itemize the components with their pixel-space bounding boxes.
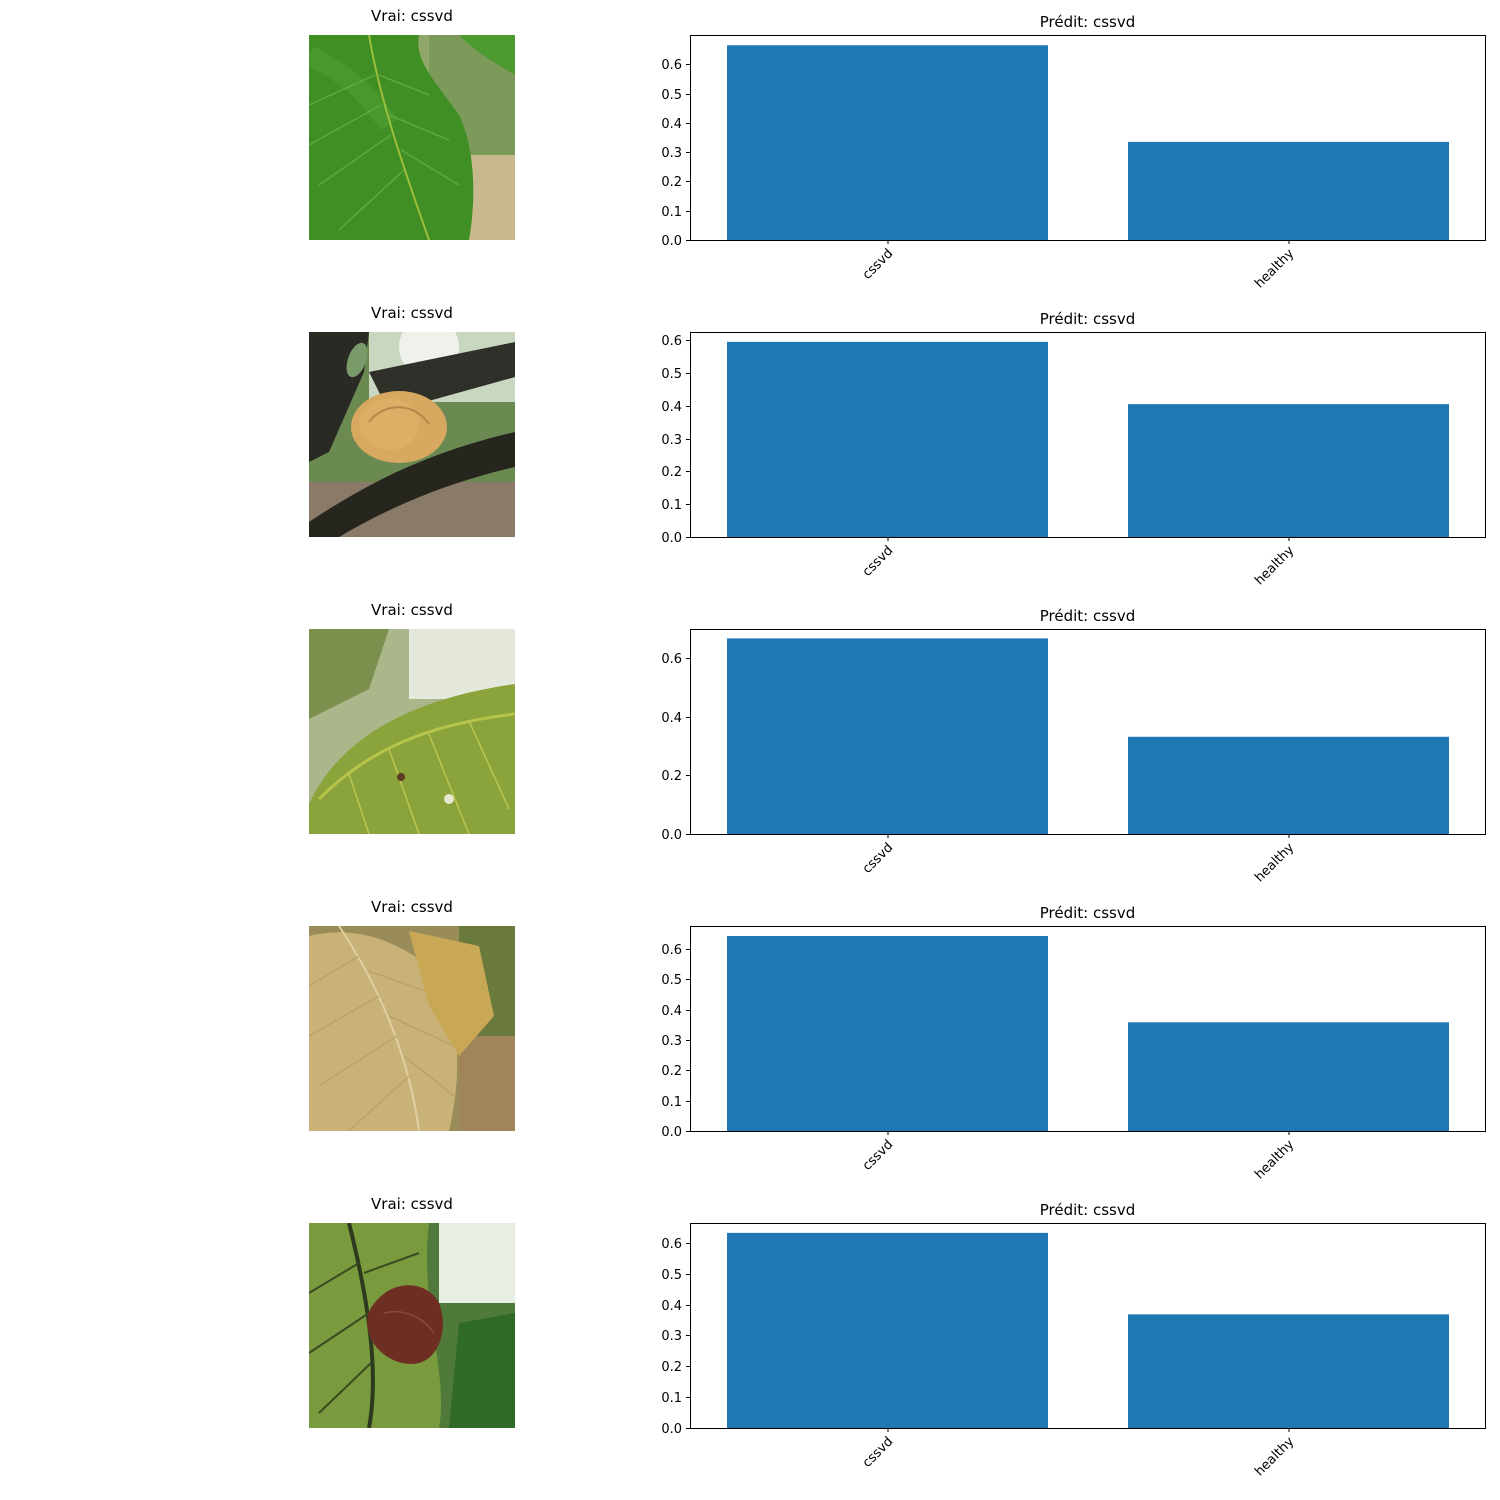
y-tick-label: 0.6 xyxy=(661,1237,682,1252)
sample-photo xyxy=(309,35,515,240)
image-title: Vrai: cssvd xyxy=(371,1195,453,1213)
image-title: Vrai: cssvd xyxy=(371,601,453,619)
subplot-row: Vrai: cssvd Prédit: cssvd 0.0 0.1 0.2 0.3 0.4… xyxy=(0,891,1500,1188)
sample-photo xyxy=(309,1223,515,1428)
bar-healthy xyxy=(1128,1022,1449,1131)
bar-healthy xyxy=(1128,141,1449,240)
y-tick-label: 0.3 xyxy=(661,1329,682,1344)
image-title: Vrai: cssvd xyxy=(371,304,453,322)
y-tick-label: 0.1 xyxy=(661,498,682,513)
x-tick-label: healthy xyxy=(1252,1137,1297,1182)
y-tick-label: 0.4 xyxy=(661,400,682,415)
y-tick-label: 0.0 xyxy=(661,1125,682,1140)
subplot-row: Vrai: cssvd Prédit: cssvd 0.0 0.1 0.2 0.3 0.4… xyxy=(0,297,1500,594)
y-tick-label: 0.0 xyxy=(661,1422,682,1437)
bar-healthy xyxy=(1128,1314,1449,1428)
sample-photo xyxy=(309,332,515,537)
y-tick-label: 0.5 xyxy=(661,88,682,103)
subplot-row: Vrai: cssvd Prédit: cssvd 0.0 0.1 0.2 0.3 0.4… xyxy=(0,0,1500,297)
chart-title: Prédit: cssvd xyxy=(1040,904,1136,922)
y-tick-label: 0.1 xyxy=(661,1095,682,1110)
y-tick-label: 0.1 xyxy=(661,205,682,220)
x-tick-label: healthy xyxy=(1252,246,1297,291)
image-title: Vrai: cssvd xyxy=(371,7,453,25)
y-tick-label: 0.4 xyxy=(661,711,682,726)
y-tick-label: 0.5 xyxy=(661,973,682,988)
x-tick-label: cssvd xyxy=(860,1434,897,1471)
sample-photo xyxy=(309,926,515,1131)
y-tick-label: 0.0 xyxy=(661,828,682,843)
x-tick-label: cssvd xyxy=(860,1137,897,1174)
y-tick-label: 0.4 xyxy=(661,1004,682,1019)
bar-cssvd xyxy=(727,936,1048,1131)
bar-chart: Prédit: cssvd 0.0 0.1 0.2 0.3 0.4 0.5 0.6 cssvd h… xyxy=(661,310,1486,588)
axes-frame xyxy=(690,629,1486,835)
y-tick-label: 0.3 xyxy=(661,433,682,448)
y-tick-label: 0.6 xyxy=(661,943,682,958)
subplot-row: Vrai: cssvd Prédit: cssvd 0.0 0.2 0.4 0.6 css… xyxy=(0,594,1500,891)
bar-healthy xyxy=(1128,404,1449,537)
y-tick-label: 0.6 xyxy=(661,334,682,349)
y-tick-label: 0.1 xyxy=(661,1391,682,1406)
image-title: Vrai: cssvd xyxy=(371,898,453,916)
chart-title: Prédit: cssvd xyxy=(1040,1201,1136,1219)
x-tick-label: cssvd xyxy=(860,246,897,283)
y-tick-label: 0.5 xyxy=(661,367,682,382)
x-tick-label: cssvd xyxy=(860,543,897,580)
y-tick-label: 0.0 xyxy=(661,531,682,546)
bar-chart: Prédit: cssvd 0.0 0.1 0.2 0.3 0.4 0.5 0.6 cssvd h… xyxy=(661,904,1486,1182)
y-tick-label: 0.6 xyxy=(661,652,682,667)
y-tick-label: 0.2 xyxy=(661,1360,682,1375)
axes-frame xyxy=(690,332,1486,538)
y-tick-label: 0.2 xyxy=(661,1064,682,1079)
y-tick-label: 0.2 xyxy=(661,175,682,190)
bar-chart: Prédit: cssvd 0.0 0.2 0.4 0.6 cssvd healthy xyxy=(661,607,1486,885)
bar-cssvd xyxy=(727,45,1048,240)
x-tick-label: healthy xyxy=(1252,1434,1297,1479)
axes-frame xyxy=(690,35,1486,241)
subplot-row: Vrai: cssvd Prédit: cssvd 0.0 0.1 0.2 0.3 0.4… xyxy=(0,1188,1500,1485)
y-tick-label: 0.0 xyxy=(661,234,682,249)
bar-chart: Prédit: cssvd 0.0 0.1 0.2 0.3 0.4 0.5 0.6 cssvd h… xyxy=(661,13,1486,291)
chart-title: Prédit: cssvd xyxy=(1040,13,1136,31)
y-tick-label: 0.4 xyxy=(661,1299,682,1314)
y-tick-label: 0.3 xyxy=(661,1034,682,1049)
bar-healthy xyxy=(1128,736,1449,834)
y-tick-label: 0.4 xyxy=(661,117,682,132)
axes-frame xyxy=(690,926,1486,1132)
bar-cssvd xyxy=(727,638,1048,834)
y-tick-label: 0.5 xyxy=(661,1268,682,1283)
y-tick-label: 0.2 xyxy=(661,769,682,784)
bar-chart: Prédit: cssvd 0.0 0.1 0.2 0.3 0.4 0.5 0.6 cssvd h… xyxy=(661,1201,1486,1479)
y-tick-label: 0.3 xyxy=(661,146,682,161)
x-tick-label: healthy xyxy=(1252,840,1297,885)
y-tick-label: 0.6 xyxy=(661,58,682,73)
x-tick-label: cssvd xyxy=(860,840,897,877)
chart-title: Prédit: cssvd xyxy=(1040,310,1136,328)
y-tick-label: 0.2 xyxy=(661,465,682,480)
chart-title: Prédit: cssvd xyxy=(1040,607,1136,625)
bar-cssvd xyxy=(727,341,1048,537)
sample-photo xyxy=(309,629,515,834)
bar-cssvd xyxy=(727,1232,1048,1428)
axes-frame xyxy=(690,1223,1486,1429)
x-tick-label: healthy xyxy=(1252,543,1297,588)
